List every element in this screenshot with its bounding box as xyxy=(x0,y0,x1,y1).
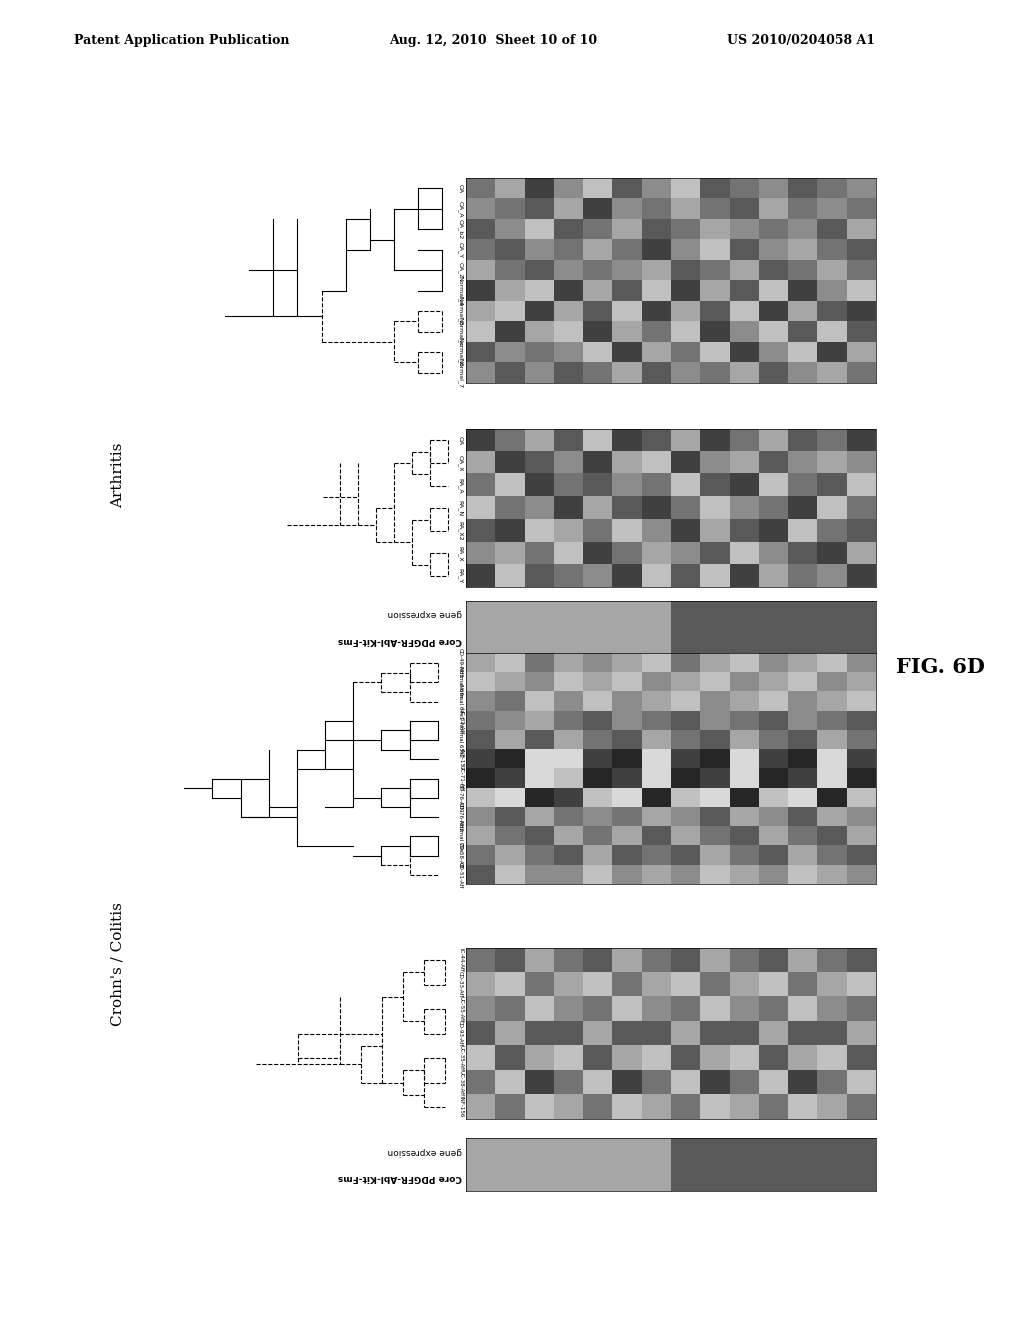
Text: OA_X: OA_X xyxy=(458,454,463,471)
Text: Normal_4: Normal_4 xyxy=(458,276,463,306)
Text: Core PDGFR-Abl-Kit-Fms: Core PDGFR-Abl-Kit-Fms xyxy=(338,636,462,644)
Text: Crohn's / Colitis: Crohn's / Colitis xyxy=(111,902,125,1026)
Text: UC-35-Aff: UC-35-Aff xyxy=(458,1045,463,1071)
Text: Patent Application Publication: Patent Application Publication xyxy=(74,33,289,46)
Text: RA_A: RA_A xyxy=(458,478,463,494)
Text: OA: OA xyxy=(458,183,463,193)
Text: Normal 69s: Normal 69s xyxy=(458,667,463,698)
Text: CD-76-Aff1: CD-76-Aff1 xyxy=(458,783,463,813)
Text: Normal 79s: Normal 79s xyxy=(458,821,463,853)
Text: Normal_6: Normal_6 xyxy=(458,337,463,367)
Text: FIG. 6D: FIG. 6D xyxy=(896,657,985,677)
Text: CD-93-Aff: CD-93-Aff xyxy=(458,1020,463,1047)
Text: INF-157: INF-157 xyxy=(458,748,463,770)
Text: RA_Y: RA_Y xyxy=(458,569,463,583)
Text: RA_X2: RA_X2 xyxy=(458,521,463,541)
Text: CD-51-Aff: CD-51-Aff xyxy=(458,862,463,888)
Text: RA_N: RA_N xyxy=(458,500,463,516)
Text: OA_Z: OA_Z xyxy=(458,261,463,279)
Text: UC-32-Aff: UC-32-Aff xyxy=(458,708,463,734)
Text: Normal 65s2: Normal 65s2 xyxy=(458,722,463,758)
Text: CD-49-Aff1: CD-49-Aff1 xyxy=(458,648,463,678)
Text: OA_A: OA_A xyxy=(458,201,463,218)
Text: UC-71-Aff: UC-71-Aff xyxy=(458,766,463,792)
Text: Normal 69s1: Normal 69s1 xyxy=(458,684,463,719)
Text: Normal_5: Normal_5 xyxy=(458,296,463,326)
Text: OA: OA xyxy=(458,436,463,445)
Text: OA_Y: OA_Y xyxy=(458,242,463,257)
Text: CD-33-Aff: CD-33-Aff xyxy=(458,972,463,998)
Text: Normal_7: Normal_7 xyxy=(458,358,463,388)
Text: Normal_c: Normal_c xyxy=(458,317,463,346)
Text: INF-156: INF-156 xyxy=(458,1097,463,1118)
Text: US 2010/0204058 A1: US 2010/0204058 A1 xyxy=(727,33,876,46)
Text: Arthritis: Arthritis xyxy=(111,442,125,508)
Text: Aug. 12, 2010  Sheet 10 of 10: Aug. 12, 2010 Sheet 10 of 10 xyxy=(389,33,597,46)
Text: UC-55-Aff: UC-55-Aff xyxy=(458,997,463,1022)
Text: gene expression: gene expression xyxy=(387,610,462,618)
Text: Core PDGFR-Abl-Kit-Fms: Core PDGFR-Abl-Kit-Fms xyxy=(338,1173,462,1181)
Text: CD-58-Aff: CD-58-Aff xyxy=(458,842,463,869)
Text: CD-76-Aff2: CD-76-Aff2 xyxy=(458,803,463,832)
Text: OA_b2: OA_b2 xyxy=(458,219,463,239)
Text: UC-38-Aff: UC-38-Aff xyxy=(458,1069,463,1096)
Text: RA_X: RA_X xyxy=(458,545,463,561)
Text: gene expression: gene expression xyxy=(387,1147,462,1155)
Text: IC-44-Aff: IC-44-Aff xyxy=(458,948,463,972)
